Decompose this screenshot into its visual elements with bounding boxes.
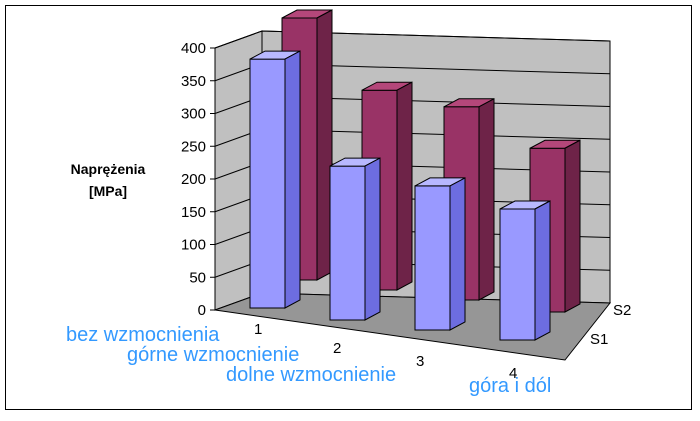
- category-tick-label: 4: [509, 365, 517, 382]
- series-axis-label: S2: [613, 302, 631, 319]
- bar-s1-2-side: [364, 157, 381, 321]
- y-tick-label: 350: [181, 73, 206, 90]
- bar-s1-2-front: [329, 165, 366, 321]
- bar-s1-2: [329, 157, 381, 321]
- y-tick-label: 250: [181, 138, 206, 155]
- category-tick-label: 3: [416, 353, 424, 370]
- bar-s1-4-front: [499, 208, 536, 341]
- category-label: bez wzmocnienia: [66, 324, 220, 346]
- category-label: góra i dól: [469, 375, 551, 397]
- bar-s2-4-side: [564, 139, 581, 313]
- y-tick-label: 300: [181, 106, 206, 123]
- y-tick-label: 150: [181, 204, 206, 221]
- y-tick-label: 100: [181, 237, 206, 254]
- series-axis-label: S1: [590, 331, 608, 348]
- bar-s1-4-side: [534, 200, 551, 341]
- bar-s1-3-front: [414, 185, 451, 331]
- y-tick-label: 200: [181, 171, 206, 188]
- bar-s2-3-side: [478, 97, 495, 301]
- category-tick-label: 2: [333, 340, 341, 357]
- y-tick-label: 400: [181, 40, 206, 57]
- bar-s1-1: [249, 50, 301, 309]
- bar-s1-4: [499, 200, 551, 341]
- bar-s2-2-side: [396, 81, 413, 291]
- y-tick-label: 50: [189, 269, 206, 286]
- y-axis-label: [MPa]: [89, 183, 127, 199]
- bar-s1-3: [414, 177, 466, 331]
- bar-s1-3-side: [449, 177, 466, 331]
- y-tick-label: 0: [198, 302, 206, 319]
- category-label: dolne wzmocnienie: [226, 364, 396, 386]
- bar-s1-1-front: [249, 58, 286, 309]
- y-axis-label: Naprężenia: [71, 161, 146, 177]
- category-tick-label: 1: [254, 321, 262, 338]
- category-label: górne wzmocnienie: [127, 344, 299, 366]
- gridline: [214, 30, 611, 49]
- bar-s1-1-side: [284, 50, 301, 309]
